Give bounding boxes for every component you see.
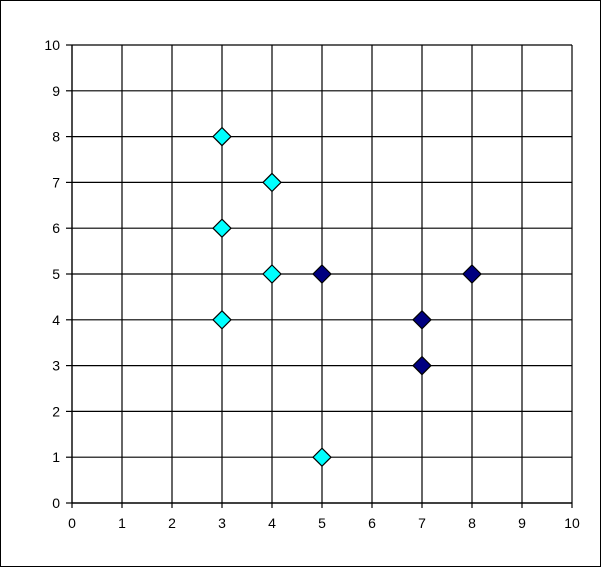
data-points: [212, 126, 482, 468]
data-point-series-1: [262, 264, 282, 284]
y-tick-label: 0: [52, 495, 60, 511]
x-tick-label: 3: [218, 515, 226, 531]
data-point-series-2: [462, 264, 482, 284]
x-tick-label: 1: [118, 515, 126, 531]
x-tick-label: 4: [268, 515, 276, 531]
y-tick-label: 8: [52, 129, 60, 145]
y-tick-label: 1: [52, 449, 60, 465]
data-point-series-2: [412, 309, 432, 330]
x-tick-label: 0: [68, 515, 76, 531]
y-tick-label: 3: [52, 358, 60, 374]
data-point-series-1: [212, 309, 232, 330]
x-tick-label: 10: [564, 515, 580, 531]
x-tick-label: 2: [168, 515, 176, 531]
x-tick-label: 8: [468, 515, 476, 531]
y-tick-label: 9: [52, 83, 60, 99]
x-tick-label: 6: [368, 515, 376, 531]
data-point-series-2: [412, 355, 432, 376]
data-point-series-2: [312, 264, 332, 284]
y-tick-label: 7: [52, 174, 60, 190]
data-point-series-1: [212, 126, 232, 147]
data-point-series-1: [312, 447, 332, 468]
y-tick-label: 4: [52, 312, 60, 328]
x-tick-label: 7: [418, 515, 426, 531]
y-tick-label: 2: [52, 403, 60, 419]
grid-lines: [72, 44, 573, 503]
axes: [66, 44, 573, 508]
x-tick-label: 9: [518, 515, 526, 531]
data-point-series-1: [212, 218, 232, 239]
x-tick-label: 5: [318, 515, 326, 531]
data-point-series-1: [262, 172, 282, 193]
y-tick-label: 10: [44, 37, 60, 53]
tick-labels: 0 1 2 3 4 5 6 7 8 9 10 0 1 2 3 4 5 6 7 8 9 10: [44, 37, 580, 531]
y-tick-label: 5: [52, 266, 60, 282]
y-tick-label: 6: [52, 220, 60, 236]
